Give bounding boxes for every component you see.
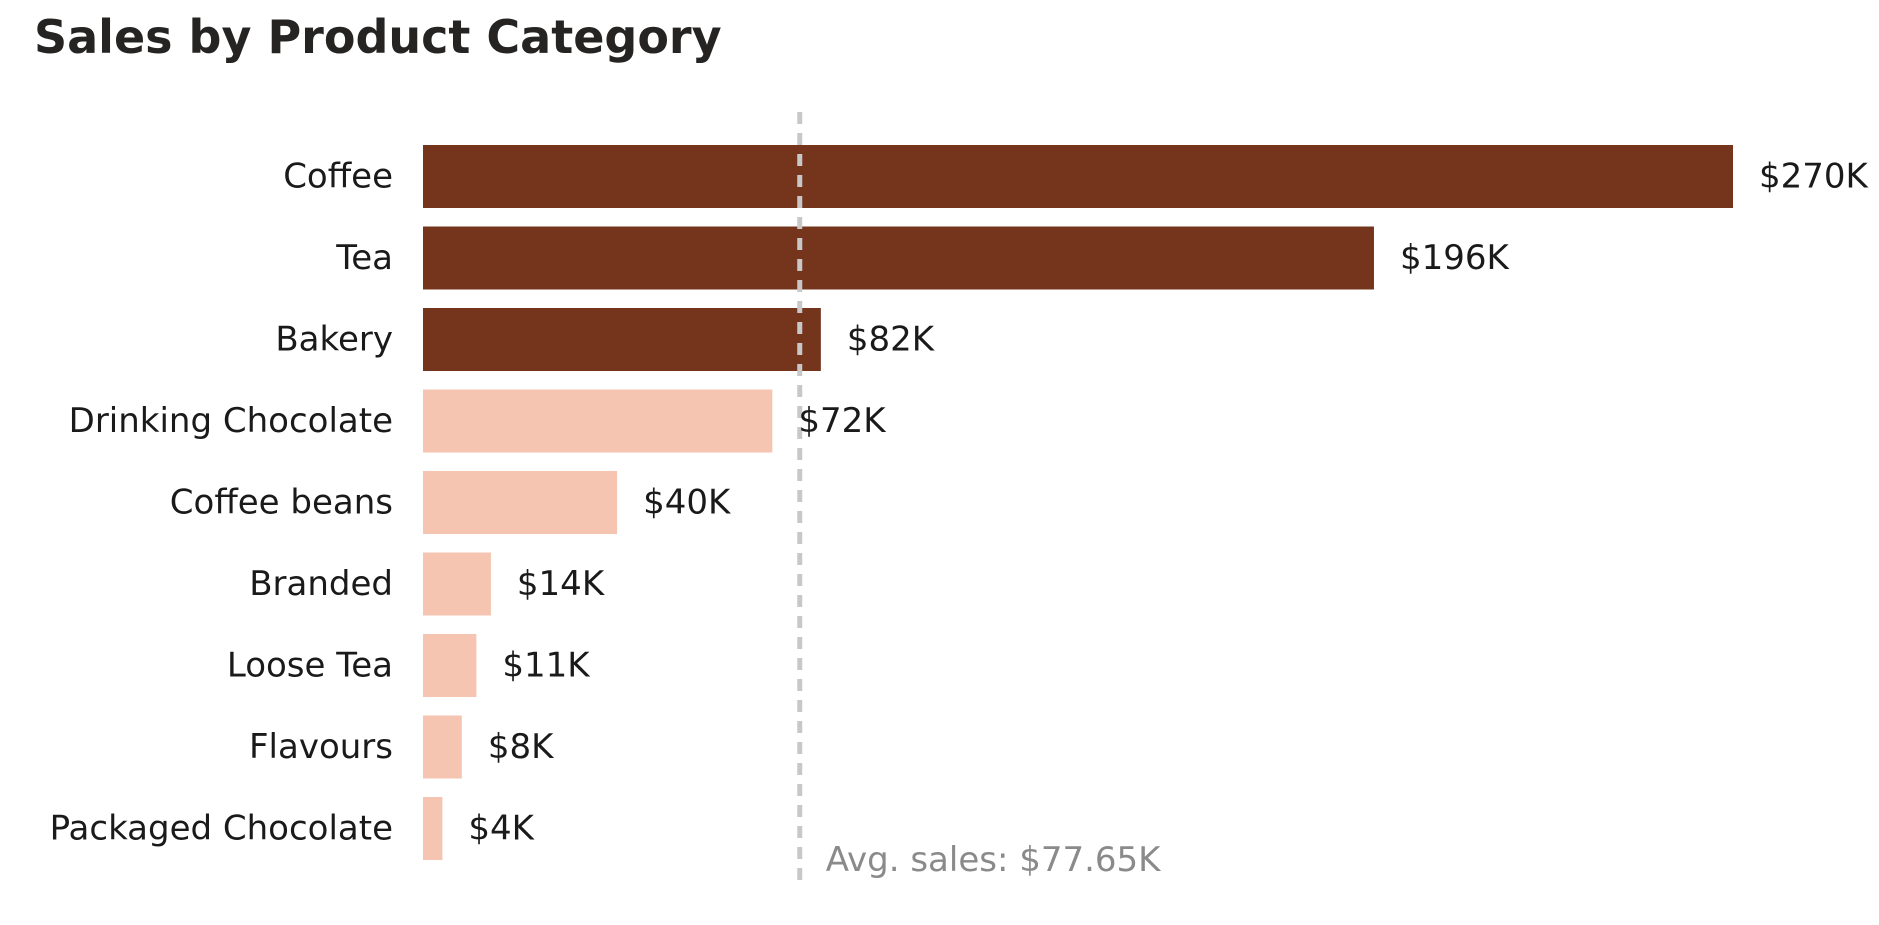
category-label-loose-tea: Loose Tea xyxy=(227,646,393,686)
category-label-drinking-chocolate: Drinking Chocolate xyxy=(69,401,393,441)
average-layer: Avg. sales: $77.65K xyxy=(797,112,1162,885)
bar-packaged-chocolate[interactable] xyxy=(423,797,443,860)
bar-tea[interactable] xyxy=(423,226,1374,290)
labels-layer: Coffee $270K Tea $196K Bakery $82K Drinking Ch… xyxy=(50,157,1870,849)
bar-flavours[interactable] xyxy=(423,715,462,779)
category-label-flavours: Flavours xyxy=(249,727,393,767)
average-label: Avg. sales: $77.65K xyxy=(826,840,1162,880)
category-label-coffee-beans: Coffee beans xyxy=(170,483,393,523)
chart-title: Sales by Product Category xyxy=(34,10,722,64)
value-label-packaged-chocolate: $4K xyxy=(468,809,535,849)
category-label-bakery: Bakery xyxy=(275,320,393,360)
value-label-loose-tea: $11K xyxy=(502,646,591,686)
bar-loose-tea[interactable] xyxy=(423,634,477,697)
bar-coffee[interactable] xyxy=(423,145,1733,208)
value-label-drinking-chocolate: $72K xyxy=(798,401,887,441)
bar-drinking-chocolate[interactable] xyxy=(423,389,773,453)
value-label-branded: $14K xyxy=(517,564,606,604)
value-label-coffee: $270K xyxy=(1759,157,1870,197)
bar-coffee-beans[interactable] xyxy=(423,471,618,534)
category-label-packaged-chocolate: Packaged Chocolate xyxy=(50,809,393,849)
category-label-coffee: Coffee xyxy=(283,157,393,197)
value-label-bakery: $82K xyxy=(847,320,936,360)
value-label-tea: $196K xyxy=(1400,238,1511,278)
bars-layer xyxy=(423,145,1733,860)
value-label-flavours: $8K xyxy=(488,727,555,767)
value-label-coffee-beans: $40K xyxy=(643,483,732,523)
category-label-tea: Tea xyxy=(335,238,393,278)
category-label-branded: Branded xyxy=(249,564,393,604)
bar-branded[interactable] xyxy=(423,552,491,616)
bar-bakery[interactable] xyxy=(423,308,821,371)
